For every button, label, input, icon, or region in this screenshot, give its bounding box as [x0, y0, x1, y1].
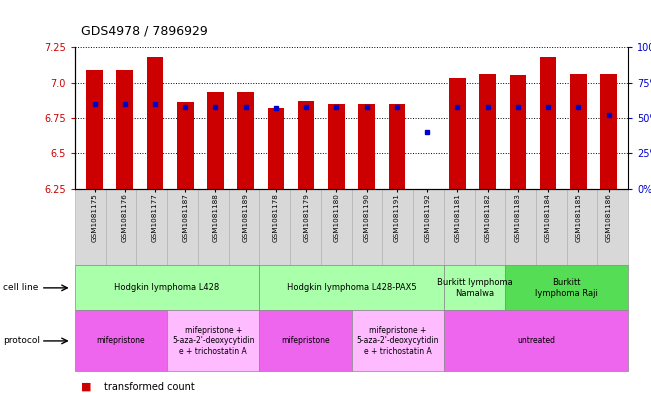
Bar [358, 104, 375, 189]
Text: Hodgkin lymphoma L428: Hodgkin lymphoma L428 [115, 283, 220, 292]
Text: mifepristone: mifepristone [96, 336, 145, 345]
Bar [298, 101, 314, 189]
Text: Hodgkin lymphoma L428-PAX5: Hodgkin lymphoma L428-PAX5 [286, 283, 417, 292]
Text: mifepristone +
5-aza-2'-deoxycytidin
e + trichostatin A: mifepristone + 5-aza-2'-deoxycytidin e +… [356, 326, 439, 356]
Text: cell line: cell line [3, 283, 38, 292]
Bar [540, 57, 557, 189]
Bar [268, 108, 284, 189]
Text: untreated: untreated [517, 336, 555, 345]
Bar [510, 75, 526, 189]
Bar [177, 102, 193, 189]
Bar [600, 74, 617, 189]
Bar [207, 92, 224, 189]
Bar [146, 57, 163, 189]
Bar [238, 92, 254, 189]
Bar [117, 70, 133, 189]
Bar [328, 104, 345, 189]
Text: mifepristone +
5-aza-2'-deoxycytidin
e + trichostatin A: mifepristone + 5-aza-2'-deoxycytidin e +… [172, 326, 255, 356]
Bar [570, 74, 587, 189]
Text: transformed count: transformed count [104, 382, 195, 392]
Text: protocol: protocol [3, 336, 40, 345]
Text: GDS4978 / 7896929: GDS4978 / 7896929 [81, 24, 208, 37]
Bar [389, 104, 405, 189]
Text: ■: ■ [81, 382, 92, 392]
Bar [86, 70, 103, 189]
Bar [479, 74, 496, 189]
Text: mifepristone: mifepristone [281, 336, 330, 345]
Text: Burkitt
lymphoma Raji: Burkitt lymphoma Raji [535, 278, 598, 298]
Bar [449, 78, 465, 189]
Text: Burkitt lymphoma
Namalwa: Burkitt lymphoma Namalwa [437, 278, 512, 298]
